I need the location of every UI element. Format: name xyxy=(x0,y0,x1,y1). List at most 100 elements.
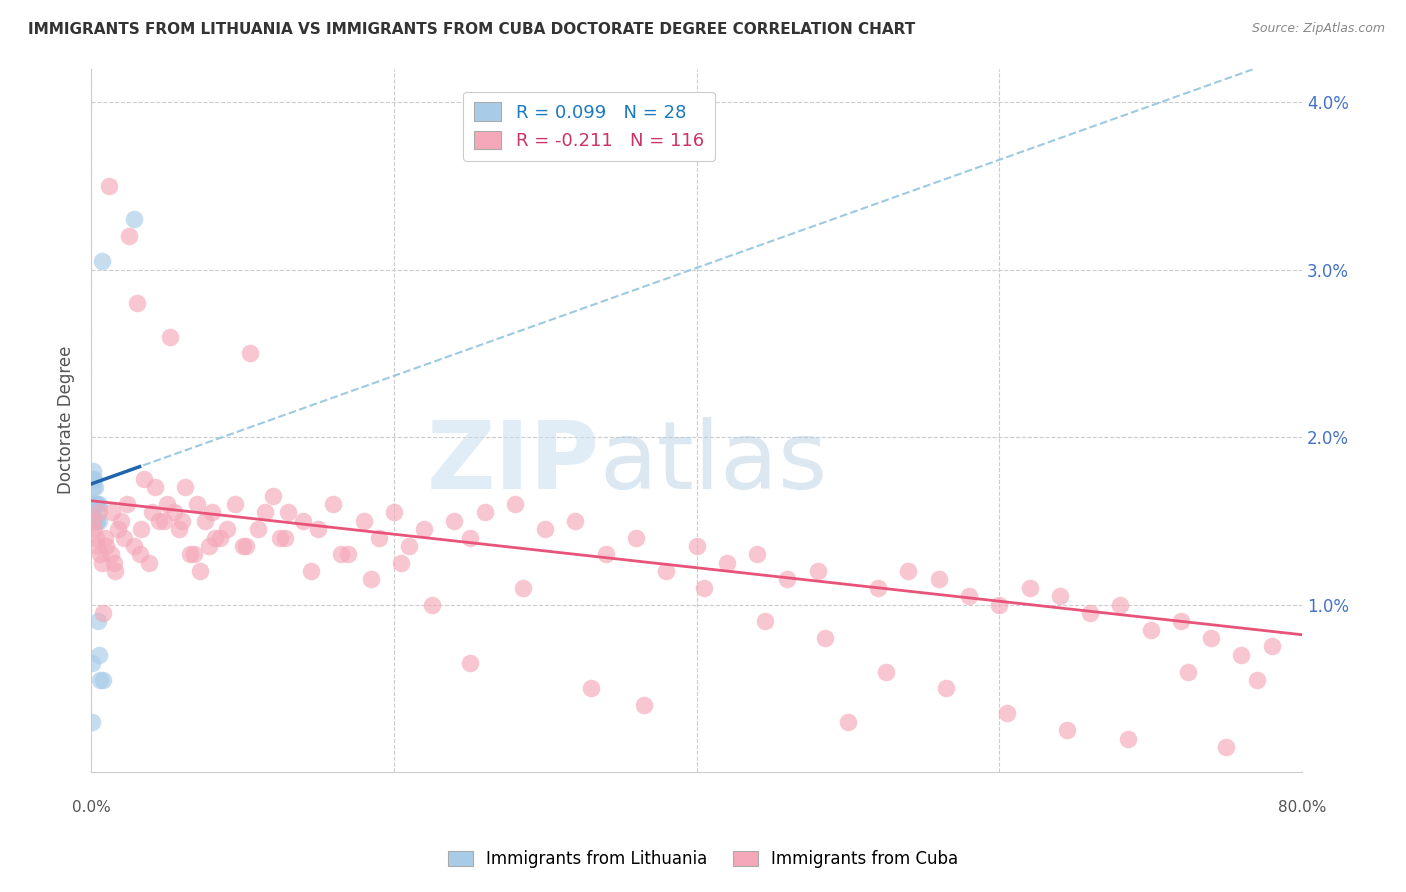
Point xyxy=(87,615,110,629)
Point xyxy=(1116,731,1139,746)
Point xyxy=(458,531,481,545)
Text: atlas: atlas xyxy=(600,417,828,508)
Point xyxy=(754,615,776,629)
Point xyxy=(91,606,114,620)
Point xyxy=(807,564,830,578)
Point xyxy=(84,497,107,511)
Point xyxy=(1260,640,1282,654)
Point xyxy=(83,472,105,486)
Point xyxy=(564,514,586,528)
Point xyxy=(138,556,160,570)
Point xyxy=(101,505,124,519)
Point xyxy=(1215,739,1237,754)
Point xyxy=(117,497,139,511)
Point xyxy=(143,480,166,494)
Point xyxy=(82,472,104,486)
Text: ZIP: ZIP xyxy=(427,417,600,508)
Point xyxy=(80,714,103,729)
Point xyxy=(875,665,897,679)
Point xyxy=(118,229,141,244)
Point xyxy=(87,514,110,528)
Point xyxy=(716,556,738,570)
Point xyxy=(837,714,859,729)
Point xyxy=(83,497,105,511)
Point xyxy=(153,514,176,528)
Point xyxy=(329,547,352,561)
Point xyxy=(94,531,117,545)
Point xyxy=(776,573,799,587)
Point xyxy=(82,514,104,528)
Legend: R = 0.099   N = 28, R = -0.211   N = 116: R = 0.099 N = 28, R = -0.211 N = 116 xyxy=(464,92,714,161)
Point xyxy=(82,497,104,511)
Point xyxy=(868,581,890,595)
Point xyxy=(274,531,297,545)
Point xyxy=(90,254,112,268)
Point xyxy=(110,514,132,528)
Point xyxy=(194,514,217,528)
Point xyxy=(186,497,208,511)
Text: 80.0%: 80.0% xyxy=(1278,800,1326,815)
Point xyxy=(107,522,129,536)
Point xyxy=(122,539,145,553)
Point xyxy=(307,522,329,536)
Point xyxy=(84,531,107,545)
Point xyxy=(235,539,257,553)
Point xyxy=(82,514,104,528)
Point xyxy=(474,505,496,519)
Point xyxy=(988,598,1011,612)
Point xyxy=(89,547,111,561)
Point xyxy=(80,656,103,670)
Point xyxy=(84,514,107,528)
Point xyxy=(292,514,315,528)
Y-axis label: Doctorate Degree: Doctorate Degree xyxy=(58,346,75,494)
Point xyxy=(624,531,647,545)
Point xyxy=(299,564,322,578)
Legend: Immigrants from Lithuania, Immigrants from Cuba: Immigrants from Lithuania, Immigrants fr… xyxy=(441,844,965,875)
Point xyxy=(91,673,114,687)
Point xyxy=(100,547,122,561)
Point xyxy=(128,547,150,561)
Point xyxy=(134,472,156,486)
Point xyxy=(208,531,231,545)
Point xyxy=(179,547,201,561)
Point xyxy=(84,480,107,494)
Point xyxy=(269,531,291,545)
Point xyxy=(90,556,112,570)
Point xyxy=(353,514,375,528)
Point xyxy=(458,656,481,670)
Point xyxy=(1056,723,1078,738)
Point xyxy=(413,522,436,536)
Point xyxy=(595,547,617,561)
Point xyxy=(122,212,145,227)
Point xyxy=(156,497,179,511)
Point xyxy=(655,564,678,578)
Point xyxy=(87,505,110,519)
Point xyxy=(360,573,382,587)
Point xyxy=(322,497,344,511)
Point xyxy=(382,505,405,519)
Point xyxy=(125,296,148,310)
Point xyxy=(1018,581,1040,595)
Point xyxy=(114,531,136,545)
Point xyxy=(104,564,127,578)
Point xyxy=(534,522,557,536)
Point xyxy=(86,514,108,528)
Point xyxy=(183,547,205,561)
Point xyxy=(96,539,118,553)
Point xyxy=(337,547,360,561)
Point xyxy=(995,706,1018,721)
Point xyxy=(87,497,110,511)
Point xyxy=(1177,665,1199,679)
Point xyxy=(82,464,104,478)
Point xyxy=(201,505,224,519)
Point xyxy=(928,573,950,587)
Point xyxy=(174,480,197,494)
Point xyxy=(86,514,108,528)
Point xyxy=(277,505,299,519)
Point xyxy=(103,556,125,570)
Point xyxy=(633,698,655,712)
Point xyxy=(254,505,277,519)
Point xyxy=(148,514,170,528)
Point xyxy=(159,329,181,343)
Point xyxy=(224,497,246,511)
